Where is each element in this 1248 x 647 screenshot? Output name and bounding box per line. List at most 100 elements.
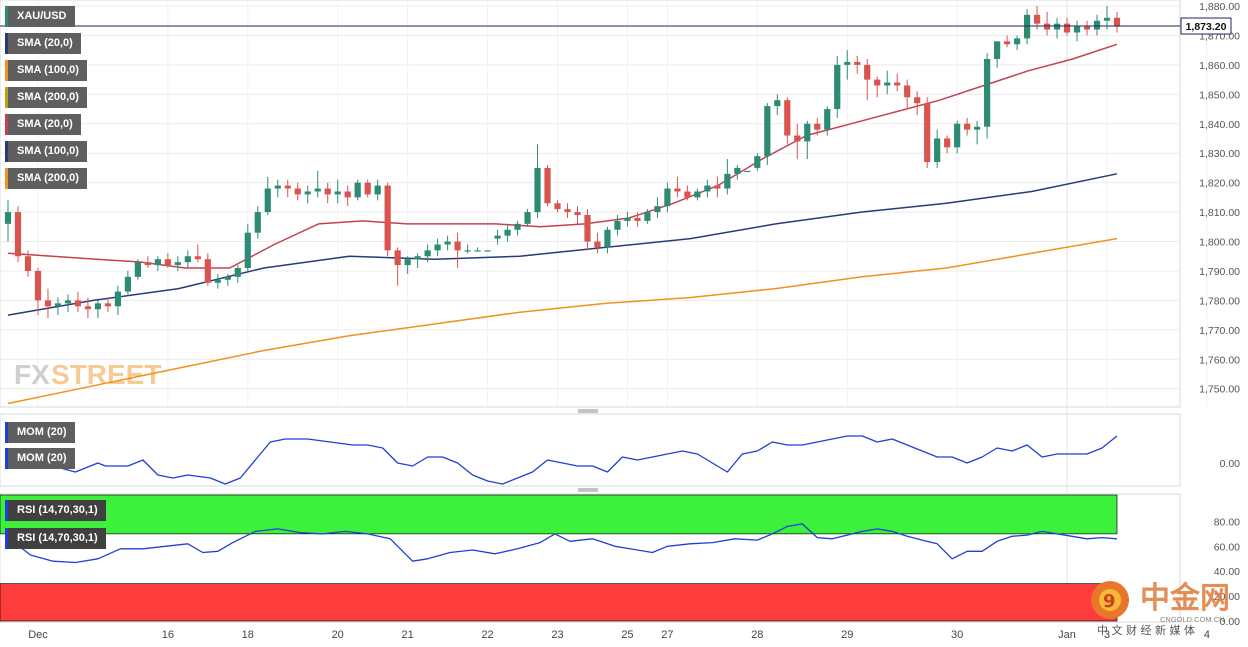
sma100-line	[7, 173, 1118, 316]
price-tick-label: 1,880.00	[1199, 1, 1240, 13]
candle	[264, 176, 271, 216]
mom-label[interactable]: MOM (20)	[5, 422, 75, 443]
candle-body	[134, 262, 141, 277]
candle	[1063, 17, 1071, 36]
candle-body	[984, 58, 991, 127]
candle	[984, 53, 991, 139]
candle-body	[1033, 14, 1041, 24]
candle	[664, 182, 671, 213]
candle-body	[784, 100, 791, 136]
mom-panel-bg	[0, 413, 1181, 487]
last-price-marker: 1,873.20	[0, 17, 1232, 35]
candle-body	[524, 212, 531, 224]
brand-tagline: 中 文 财 经 新 媒 体	[1097, 623, 1195, 637]
candle	[1023, 8, 1031, 45]
watermark-fx: FX	[14, 359, 50, 390]
candle	[224, 273, 231, 286]
candle-body	[484, 250, 491, 252]
candle-body	[1083, 26, 1091, 30]
date-tick-label: 20	[332, 629, 344, 641]
sma100-label[interactable]: SMA (100,0)	[5, 60, 87, 81]
candle	[874, 76, 881, 98]
candle	[794, 123, 801, 160]
candle-body	[934, 138, 941, 163]
candle	[84, 297, 92, 319]
candle	[174, 256, 181, 271]
sma20-label[interactable]: SMA (20,0)	[5, 114, 81, 135]
fxstreet-watermark: FX STREET	[14, 359, 161, 390]
date-axis: Dec1618202122232527282930Jan34568910	[28, 629, 1210, 641]
rsi-tick-label: 0.00	[1220, 616, 1241, 628]
date-tick-label: 27	[661, 629, 673, 641]
brand-domain: CNGOLD.COM.CN	[1160, 615, 1225, 624]
candle-body	[224, 276, 231, 280]
candle	[514, 220, 521, 236]
rsi-tick-label: 80.00	[1214, 516, 1240, 528]
candle	[864, 58, 871, 101]
candle-body	[514, 223, 521, 230]
candle-body	[654, 206, 661, 213]
candle-body	[34, 270, 42, 301]
price-axis: 1,880.001,870.001,860.001,850.001,840.00…	[1199, 1, 1240, 628]
sma20-line	[7, 43, 1118, 269]
sma100-label[interactable]: SMA (100,0)	[5, 141, 87, 162]
candle	[114, 285, 121, 316]
sma20-label[interactable]: SMA (20,0)	[5, 33, 81, 54]
splitter-handle[interactable]	[578, 488, 598, 492]
mom-label[interactable]: MOM (20)	[5, 448, 75, 469]
candle-body	[1093, 20, 1101, 30]
candle-body	[734, 167, 741, 174]
mom-tick-label: 0.00	[1220, 458, 1241, 470]
date-tick-label: Dec	[28, 629, 48, 641]
candle-body	[584, 215, 591, 242]
candle	[594, 232, 601, 254]
candle	[154, 256, 161, 271]
price-tick-label: 1,780.00	[1199, 295, 1240, 307]
candle	[184, 250, 191, 269]
candle	[294, 182, 301, 201]
candle-body	[904, 85, 911, 98]
price-tick-label: 1,850.00	[1199, 89, 1240, 101]
candle-body	[1053, 23, 1061, 30]
candle-body	[284, 185, 291, 189]
candle-body	[354, 182, 361, 198]
date-tick-label: Jan	[1058, 629, 1076, 641]
candle	[1093, 14, 1101, 36]
candle-body	[954, 123, 961, 148]
candle	[744, 170, 751, 173]
symbol-label[interactable]: XAU/USD	[5, 6, 75, 27]
sma200-label[interactable]: SMA (200,0)	[5, 87, 87, 108]
svg-text:9: 9	[1103, 591, 1116, 612]
candle	[1073, 20, 1081, 42]
price-panel-bg	[0, 0, 1181, 408]
price-tick-label: 1,760.00	[1199, 354, 1240, 366]
candle	[444, 235, 451, 251]
candle-body	[724, 173, 731, 189]
candle-body	[664, 188, 671, 207]
candle	[284, 179, 291, 198]
candle	[94, 300, 102, 319]
candle-body	[154, 259, 161, 266]
candle-body	[714, 185, 721, 189]
candle-body	[544, 167, 551, 204]
candle	[584, 209, 591, 251]
candle	[1113, 11, 1121, 33]
price-tick-label: 1,790.00	[1199, 266, 1240, 278]
candle	[454, 232, 461, 269]
candle-body	[64, 300, 72, 304]
rsi-label[interactable]: RSI (14,70,30,1)	[5, 528, 106, 549]
splitter-handle[interactable]	[578, 409, 598, 413]
candle-body	[384, 185, 391, 251]
candle-body	[644, 212, 651, 221]
candle-body	[294, 188, 301, 195]
candle	[494, 229, 501, 245]
rsi-overbought-zone	[0, 494, 1118, 535]
candle-body	[574, 212, 581, 216]
sma200-label[interactable]: SMA (200,0)	[5, 168, 87, 189]
candle	[54, 297, 62, 316]
rsi-label[interactable]: RSI (14,70,30,1)	[5, 500, 106, 521]
candle-body	[494, 235, 501, 239]
candle-body	[694, 191, 701, 198]
candle-body	[1103, 17, 1111, 21]
